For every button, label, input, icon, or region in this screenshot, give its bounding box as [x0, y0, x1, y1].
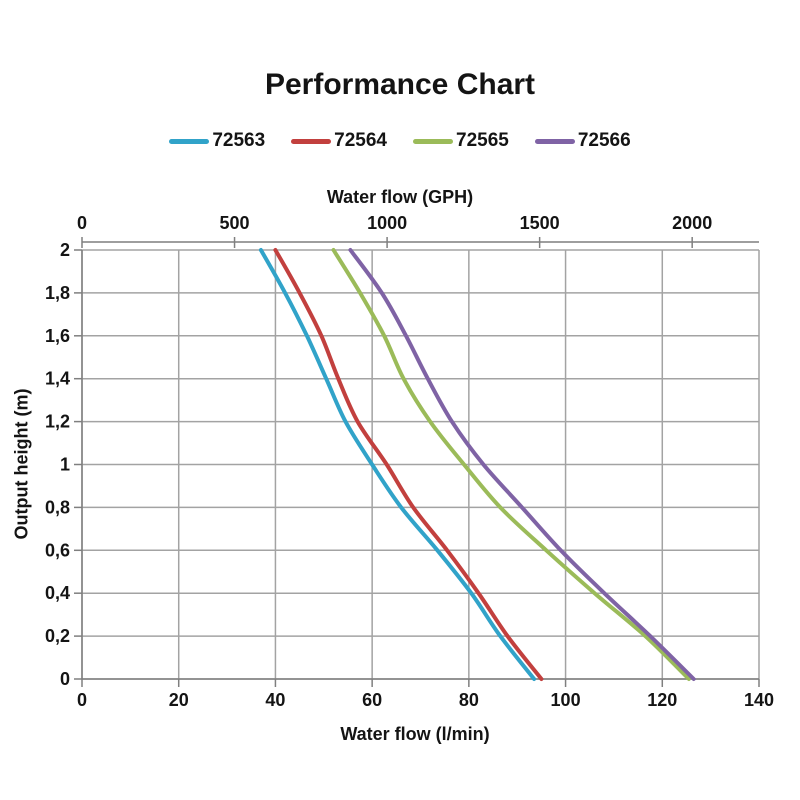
y-axis-tick-label: 0,4 [45, 583, 70, 603]
chart-legend: 72563 72564 72565 72566 [0, 130, 800, 152]
top-axis-tick-label: 1000 [367, 213, 407, 233]
top-axis-tick-label: 1500 [520, 213, 560, 233]
y-axis-tick-label: 0,2 [45, 626, 70, 646]
series-line-72566 [348, 248, 696, 681]
y-axis-tick-label: 0 [60, 669, 70, 689]
series-line-72565 [331, 248, 691, 681]
x-axis-tick-label: 80 [459, 690, 479, 710]
top-axis-tick-label: 0 [77, 213, 87, 233]
y-axis-tick-label: 1,2 [45, 412, 70, 432]
legend-swatch-72565-icon [413, 138, 453, 144]
legend-swatch-72564-icon [291, 138, 332, 144]
legend-item-72565: 72565 [413, 130, 509, 152]
y-axis-tick-label: 2 [60, 240, 70, 260]
x-axis-tick-label: 140 [744, 690, 774, 710]
y-axis-tick-label: 1,4 [45, 369, 70, 389]
y-axis-tick-label: 1,6 [45, 326, 70, 346]
x-axis-title: Water flow (l/min) [340, 724, 490, 744]
series-line-72564 [273, 248, 544, 681]
legend-item-72566: 72566 [534, 130, 631, 152]
x-axis-tick-label: 0 [77, 690, 87, 710]
legend-label-72564: 72564 [334, 130, 387, 151]
top-axis-tick-label: 500 [220, 213, 250, 233]
y-axis-title: Output height (m) [11, 388, 32, 540]
x-axis-tick-label: 60 [362, 690, 382, 710]
y-axis-tick-label: 1 [60, 455, 70, 475]
legend-label-72566: 72566 [577, 130, 631, 151]
y-axis-tick-label: 1,8 [45, 283, 70, 303]
y-axis-tick-label: 0,8 [45, 497, 70, 517]
x-axis-tick-label: 40 [265, 690, 285, 710]
x-axis-tick-label: 100 [551, 690, 581, 710]
x-axis-tick-label: 120 [647, 690, 677, 710]
y-axis-tick-label: 0,6 [45, 540, 70, 560]
series-line-72563 [258, 248, 537, 681]
top-axis-title: Water flow (GPH) [326, 187, 474, 207]
top-axis-tick-label: 2000 [672, 213, 712, 233]
legend-label-72563: 72563 [212, 130, 266, 151]
chart-title: Performance Chart [264, 68, 536, 101]
legend-item-72564: 72564 [291, 130, 387, 152]
x-axis-tick-label: 20 [169, 690, 189, 710]
legend-label-72565: 72565 [456, 130, 509, 151]
legend-item-72563: 72563 [169, 130, 265, 152]
legend-swatch-72563-icon [169, 138, 210, 144]
legend-swatch-72566-icon [534, 138, 575, 144]
